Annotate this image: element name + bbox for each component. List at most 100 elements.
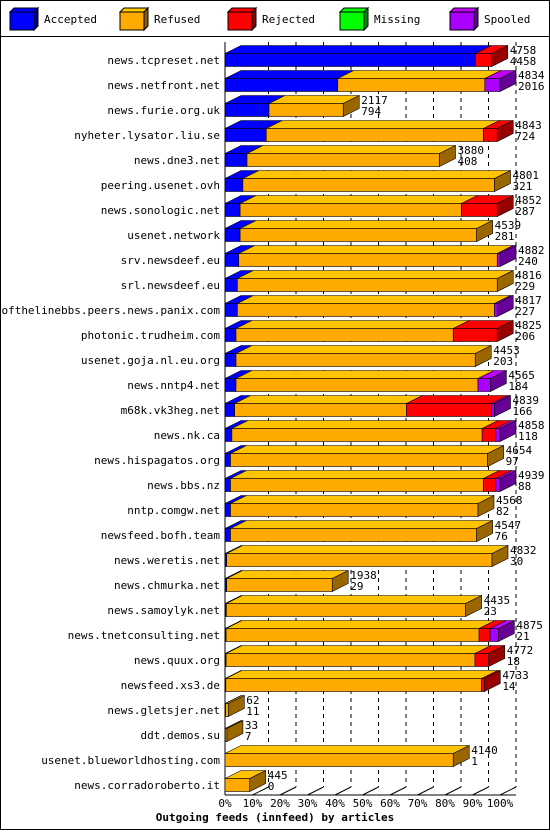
bar-segment xyxy=(237,304,494,317)
legend-swatch-top xyxy=(228,8,256,12)
bar-segment xyxy=(225,104,269,117)
bar-segment xyxy=(236,379,478,392)
value-label-accepted: 166 xyxy=(513,405,533,418)
bar-segment xyxy=(225,429,232,442)
bar-segment xyxy=(239,254,498,267)
bar-segment-top xyxy=(226,646,491,654)
bar-segment xyxy=(453,329,497,342)
bar-segment xyxy=(225,254,239,267)
x-tick-label: 0% xyxy=(218,797,232,810)
value-label-accepted: 2016 xyxy=(518,80,545,93)
bar-segment xyxy=(225,379,236,392)
bar-segment xyxy=(266,129,483,142)
value-label-accepted: 724 xyxy=(515,130,535,143)
bar-segment xyxy=(475,654,489,667)
bar-segment-top xyxy=(240,221,493,229)
x-tick-label: 80% xyxy=(435,797,455,810)
bar-segment-top xyxy=(226,621,495,629)
value-label-accepted: 1 xyxy=(471,755,478,768)
value-label-accepted: 118 xyxy=(518,430,538,443)
bar-segment xyxy=(496,479,500,492)
bar-segment xyxy=(243,179,495,192)
legend-swatch xyxy=(340,12,364,30)
legend-swatch-top xyxy=(450,8,478,12)
x-tick-label: 20% xyxy=(270,797,290,810)
category-label: news.tnetconsulting.net xyxy=(68,629,220,642)
value-label-accepted: 30 xyxy=(510,555,523,568)
bar-segment xyxy=(226,654,475,667)
bar-segment-top xyxy=(236,371,494,379)
bar-segment xyxy=(225,304,237,317)
category-label: news.samoylyk.net xyxy=(107,604,220,617)
value-label-accepted: 76 xyxy=(495,530,508,543)
legend-swatch-side xyxy=(252,8,256,30)
x-tick-label: 40% xyxy=(325,797,345,810)
legend-swatch-top xyxy=(10,8,38,12)
legend-label-accepted: Accepted xyxy=(44,13,97,26)
value-label-accepted: 227 xyxy=(515,305,535,318)
grid-floor-line xyxy=(390,787,406,795)
category-label: photonic.trudheim.com xyxy=(81,329,220,342)
x-tick-label: 10% xyxy=(243,797,263,810)
legend-swatch xyxy=(120,12,144,30)
legend-swatch-side xyxy=(34,8,38,30)
bar-segment-top xyxy=(237,271,513,279)
category-label: news.weretis.net xyxy=(114,554,220,567)
category-label: news.gletsjer.net xyxy=(107,704,220,717)
value-label-accepted: 794 xyxy=(361,105,381,118)
category-label: srv.newsdeef.eu xyxy=(121,254,220,267)
legend-swatch-top xyxy=(340,8,368,12)
x-tick-label: 90% xyxy=(463,797,483,810)
value-label-accepted: 23 xyxy=(484,605,497,618)
bar-segment xyxy=(225,229,240,242)
category-label: news.tcpreset.net xyxy=(107,54,220,67)
bar-segment xyxy=(236,329,453,342)
category-label: news.netfront.net xyxy=(107,79,220,92)
category-label: news.dne3.net xyxy=(134,154,220,167)
bar-segment-top xyxy=(266,121,499,129)
category-label: m68k.vk3heg.net xyxy=(121,404,220,417)
bar-segment xyxy=(231,479,484,492)
category-label: newsfeed.bofh.team xyxy=(101,529,221,542)
category-label: usenet.goja.nl.eu.org xyxy=(81,354,220,367)
bar-segment xyxy=(496,429,500,442)
bar-segment xyxy=(492,404,495,417)
x-tick-label: 70% xyxy=(408,797,428,810)
bar-segment xyxy=(225,404,235,417)
bar-segment xyxy=(475,54,492,67)
value-label-accepted: 321 xyxy=(513,180,533,193)
value-label-accepted: 82 xyxy=(496,505,509,518)
bar-segment xyxy=(225,529,231,542)
bar-segment xyxy=(231,454,488,467)
bar-segment-top xyxy=(226,596,481,604)
bar-segment xyxy=(227,554,492,567)
value-label-accepted: 14 xyxy=(502,680,516,693)
bar-segment-top xyxy=(231,471,500,479)
category-label: news.bbs.nz xyxy=(147,479,220,492)
legend-swatch xyxy=(450,12,474,30)
bar-segment xyxy=(231,529,477,542)
category-label: news.nntp4.net xyxy=(127,379,220,392)
bar-segment xyxy=(484,479,496,492)
bar-segment-top xyxy=(236,346,491,354)
bar-segment-top xyxy=(227,571,349,579)
value-label-accepted: 408 xyxy=(458,155,478,168)
bar-segment-top xyxy=(243,171,511,179)
legend-label-spooled: Spooled xyxy=(484,13,530,26)
bar-segment xyxy=(225,79,338,92)
legend-swatch-side xyxy=(144,8,148,30)
category-label: news.quux.org xyxy=(134,654,220,667)
legend-swatch-side xyxy=(474,8,478,30)
bar-segment xyxy=(495,304,498,317)
value-label-accepted: 4458 xyxy=(510,55,537,68)
bar-segment xyxy=(225,454,231,467)
category-label: news.corradoroberto.it xyxy=(74,779,220,792)
bar-segment xyxy=(236,354,475,367)
grid-floor-line xyxy=(445,787,461,795)
bar-segment-top xyxy=(227,546,508,554)
bar-segment-top xyxy=(236,321,469,329)
bar-segment xyxy=(269,104,343,117)
bar-segment xyxy=(225,779,250,792)
